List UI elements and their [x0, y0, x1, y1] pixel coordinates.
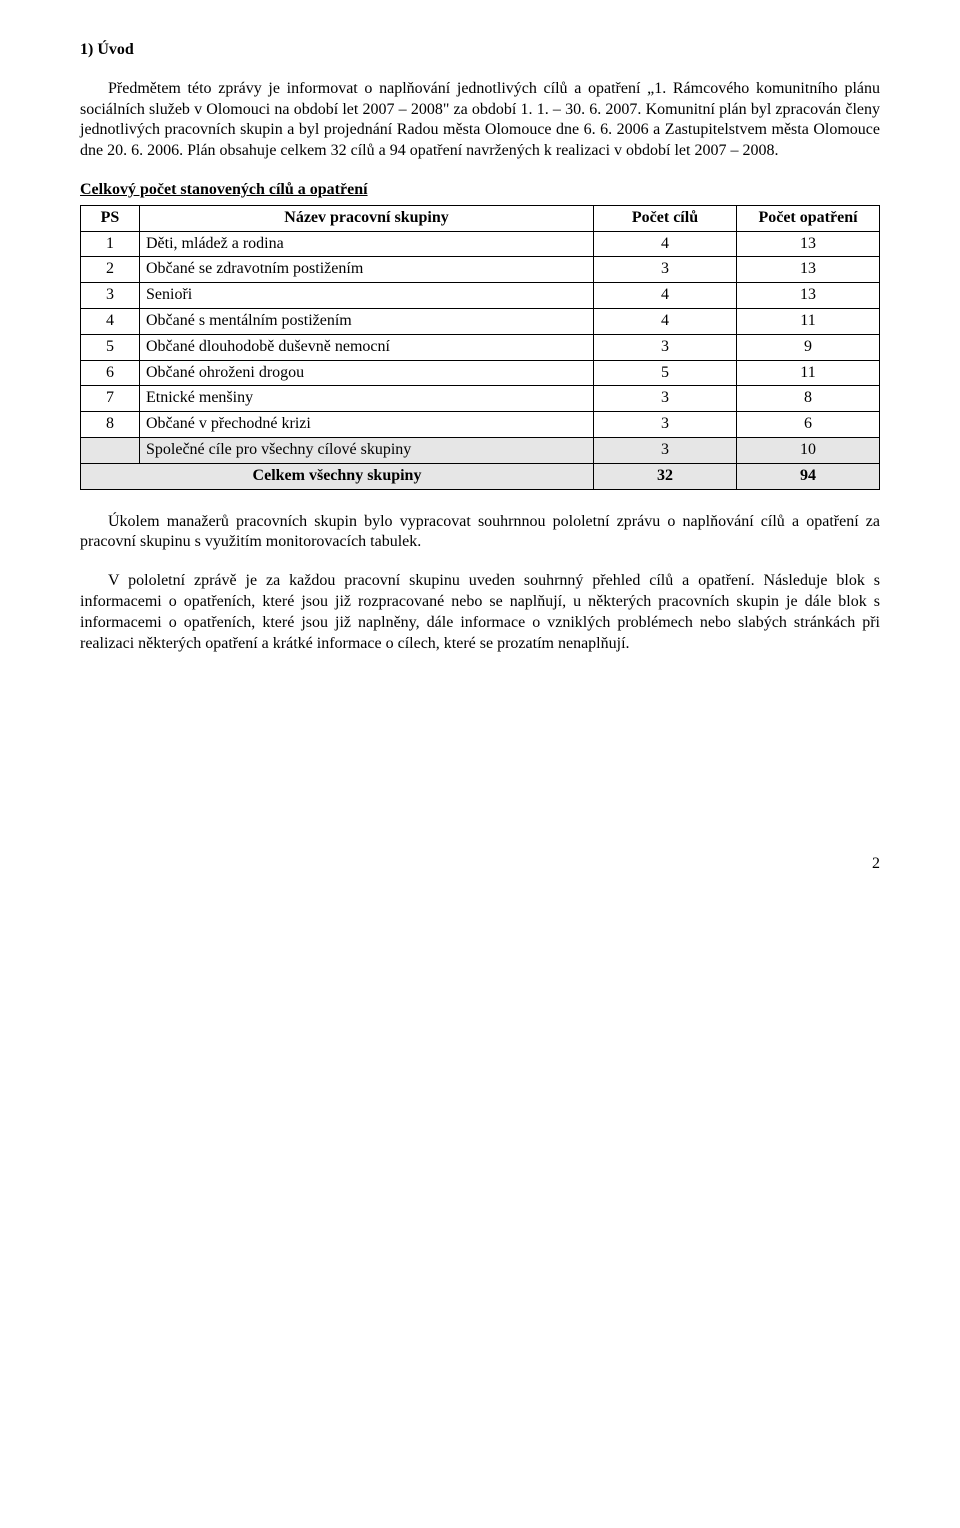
cell-name: Děti, mládež a rodina — [140, 231, 594, 257]
paragraph-3: V pololetní zprávě je za každou pracovní… — [80, 571, 880, 654]
total-goals: 32 — [594, 463, 737, 489]
cell-measures: 13 — [737, 257, 880, 283]
cell-name: Občané v přechodné krizi — [140, 412, 594, 438]
cell-measures: 11 — [737, 360, 880, 386]
paragraph-2: Úkolem manažerů pracovních skupin bylo v… — [80, 512, 880, 554]
cell-goals: 5 — [594, 360, 737, 386]
cell-ps: 2 — [81, 257, 140, 283]
table-total-row: Celkem všechny skupiny3294 — [81, 463, 880, 489]
cell-goals: 3 — [594, 257, 737, 283]
table-row: 3Senioři413 — [81, 283, 880, 309]
table-subheading: Celkový počet stanovených cílů a opatřen… — [80, 180, 880, 201]
cell-goals: 3 — [594, 412, 737, 438]
cell-ps: 7 — [81, 386, 140, 412]
section-heading: 1) Úvod — [80, 40, 880, 61]
cell-name: Občané dlouhodobě duševně nemocní — [140, 334, 594, 360]
table-row: 6Občané ohroženi drogou511 — [81, 360, 880, 386]
cell-ps: 3 — [81, 283, 140, 309]
cell-goals: 4 — [594, 308, 737, 334]
cell-measures: 10 — [737, 437, 880, 463]
table-row: 5Občané dlouhodobě duševně nemocní39 — [81, 334, 880, 360]
cell-goals: 3 — [594, 386, 737, 412]
cell-name: Společné cíle pro všechny cílové skupiny — [140, 437, 594, 463]
cell-measures: 9 — [737, 334, 880, 360]
cell-ps: 5 — [81, 334, 140, 360]
cell-goals: 4 — [594, 283, 737, 309]
cell-ps: 8 — [81, 412, 140, 438]
cell-ps: 6 — [81, 360, 140, 386]
table-row: 2Občané se zdravotním postižením313 — [81, 257, 880, 283]
cell-name: Senioři — [140, 283, 594, 309]
cell-measures: 13 — [737, 283, 880, 309]
cell-measures: 11 — [737, 308, 880, 334]
cell-measures: 8 — [737, 386, 880, 412]
table-row: 1Děti, mládež a rodina413 — [81, 231, 880, 257]
cell-name: Občané ohroženi drogou — [140, 360, 594, 386]
header-goals: Počet cílů — [594, 205, 737, 231]
header-name: Název pracovní skupiny — [140, 205, 594, 231]
cell-ps — [81, 437, 140, 463]
cell-name: Etnické menšiny — [140, 386, 594, 412]
table-row: 7Etnické menšiny38 — [81, 386, 880, 412]
cell-ps: 1 — [81, 231, 140, 257]
intro-paragraph: Předmětem této zprávy je informovat o na… — [80, 79, 880, 162]
cell-goals: 3 — [594, 334, 737, 360]
table-row: 8Občané v přechodné krizi36 — [81, 412, 880, 438]
cell-measures: 6 — [737, 412, 880, 438]
header-measures: Počet opatření — [737, 205, 880, 231]
cell-name: Občané se zdravotním postižením — [140, 257, 594, 283]
cell-ps: 4 — [81, 308, 140, 334]
total-label: Celkem všechny skupiny — [81, 463, 594, 489]
cell-name: Občané s mentálním postižením — [140, 308, 594, 334]
total-measures: 94 — [737, 463, 880, 489]
header-ps: PS — [81, 205, 140, 231]
goals-table: PS Název pracovní skupiny Počet cílů Poč… — [80, 205, 880, 490]
cell-goals: 3 — [594, 437, 737, 463]
table-header-row: PS Název pracovní skupiny Počet cílů Poč… — [81, 205, 880, 231]
table-row: Společné cíle pro všechny cílové skupiny… — [81, 437, 880, 463]
table-row: 4Občané s mentálním postižením411 — [81, 308, 880, 334]
page-number: 2 — [80, 854, 880, 875]
cell-measures: 13 — [737, 231, 880, 257]
cell-goals: 4 — [594, 231, 737, 257]
